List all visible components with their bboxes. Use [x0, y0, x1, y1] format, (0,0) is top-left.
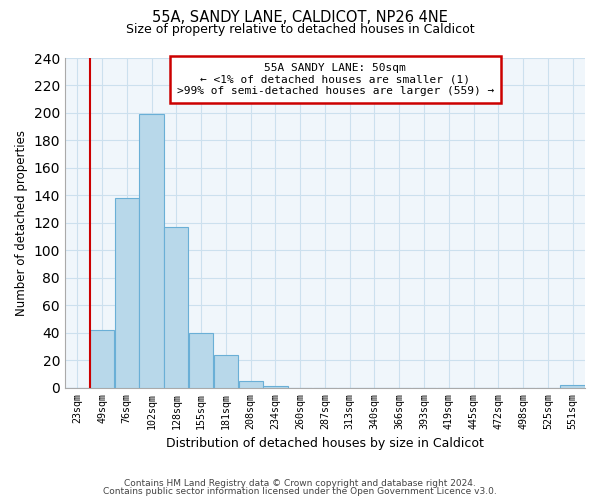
Bar	[214, 355, 238, 388]
Y-axis label: Number of detached properties: Number of detached properties	[15, 130, 28, 316]
Text: Contains HM Land Registry data © Crown copyright and database right 2024.: Contains HM Land Registry data © Crown c…	[124, 478, 476, 488]
Bar	[263, 386, 287, 388]
Bar	[139, 114, 164, 388]
Bar	[560, 385, 585, 388]
Bar	[164, 227, 188, 388]
Bar	[239, 381, 263, 388]
Bar	[90, 330, 114, 388]
Bar	[189, 333, 213, 388]
Text: 55A, SANDY LANE, CALDICOT, NP26 4NE: 55A, SANDY LANE, CALDICOT, NP26 4NE	[152, 10, 448, 25]
Text: Contains public sector information licensed under the Open Government Licence v3: Contains public sector information licen…	[103, 487, 497, 496]
Text: 55A SANDY LANE: 50sqm
← <1% of detached houses are smaller (1)
>99% of semi-deta: 55A SANDY LANE: 50sqm ← <1% of detached …	[177, 63, 494, 96]
X-axis label: Distribution of detached houses by size in Caldicot: Distribution of detached houses by size …	[166, 437, 484, 450]
Text: Size of property relative to detached houses in Caldicot: Size of property relative to detached ho…	[125, 22, 475, 36]
Bar	[115, 198, 139, 388]
